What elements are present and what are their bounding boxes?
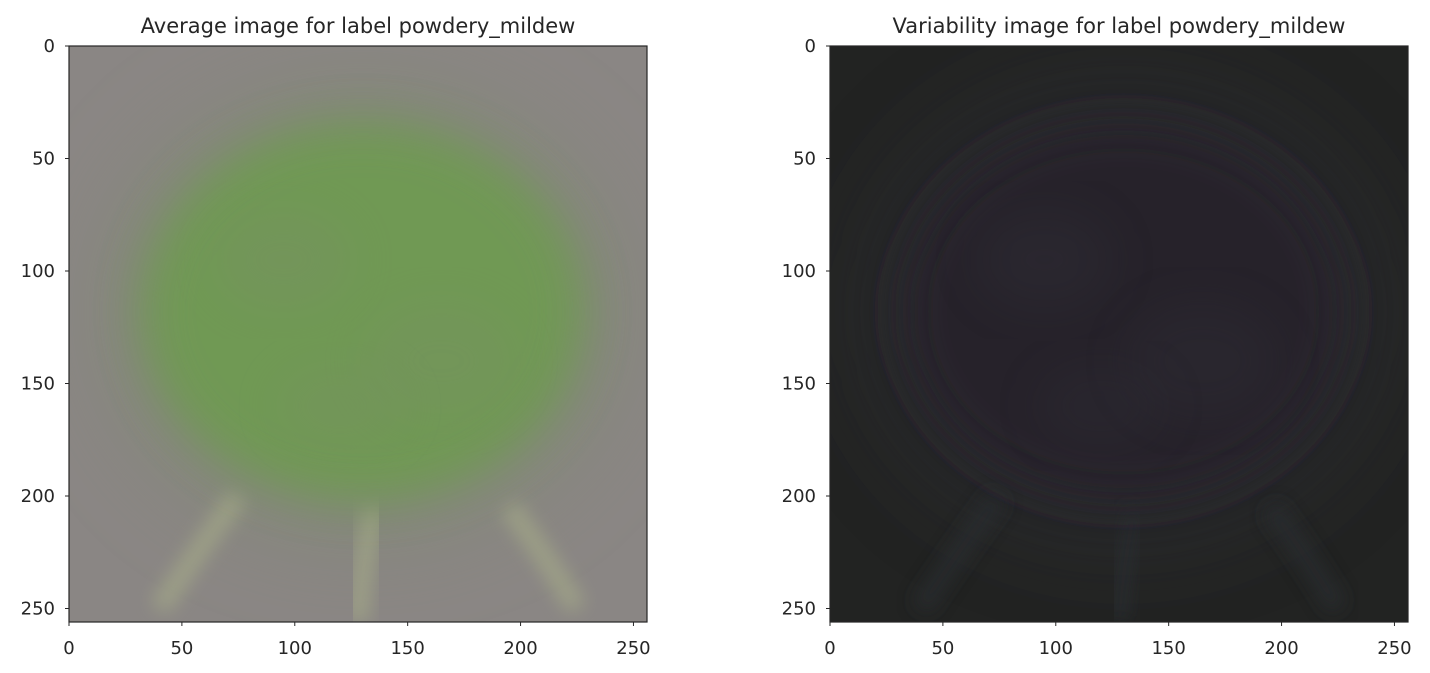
y-tick-label: 0 <box>44 36 55 57</box>
image-leaf-texture <box>1037 365 1165 447</box>
x-tick-label: 200 <box>503 638 537 659</box>
y-tick-label: 150 <box>782 374 816 395</box>
image-leaf-texture <box>276 365 404 447</box>
x-tick-label: 200 <box>1264 638 1298 659</box>
image-stem-right <box>1262 501 1347 614</box>
y-tick-label: 150 <box>21 374 55 395</box>
y-tick-label: 200 <box>21 486 55 507</box>
average-image-title: Average image for label powdery_mildew <box>141 14 576 39</box>
average-image-axes: 0 50 100 150 200 250 0 50 100 150 200 250 <box>21 36 651 659</box>
x-tick-label: 250 <box>616 638 650 659</box>
x-tick-label: 0 <box>63 638 74 659</box>
variability-image-panel: Variability image for label powdery_mild… <box>782 14 1412 659</box>
y-tick-label: 100 <box>21 261 55 282</box>
x-tick-label: 50 <box>170 638 193 659</box>
variability-image-title: Variability image for label powdery_mild… <box>893 14 1346 39</box>
image-stem-center <box>1108 505 1145 622</box>
y-tick-label: 50 <box>793 149 816 170</box>
x-tick-label: 150 <box>390 638 424 659</box>
y-tick-label: 100 <box>782 261 816 282</box>
y-tick-label: 250 <box>21 599 55 620</box>
x-tick-label: 100 <box>1039 638 1073 659</box>
image-leaf-texture <box>1125 302 1280 420</box>
image-leaf-texture <box>364 302 519 420</box>
x-tick-label: 0 <box>824 638 835 659</box>
average-image-panel: Average image for label powdery_mildew 0… <box>21 14 651 659</box>
x-tick-label: 150 <box>1151 638 1185 659</box>
y-tick-label: 0 <box>805 36 816 57</box>
variability-image-frame <box>829 45 1409 623</box>
average-image-frame <box>68 45 648 623</box>
y-tick-label: 50 <box>32 149 55 170</box>
image-stem-center <box>347 505 384 622</box>
y-tick-label: 200 <box>782 486 816 507</box>
image-stem-right <box>501 501 586 614</box>
x-tick-label: 50 <box>931 638 954 659</box>
variability-image-plot <box>830 46 1408 622</box>
x-tick-label: 100 <box>278 638 312 659</box>
image-stem-left <box>150 489 247 615</box>
image-leaf-texture <box>215 210 352 310</box>
image-stem-left <box>911 489 1008 615</box>
image-leaf-texture <box>976 210 1113 310</box>
x-tick-label: 250 <box>1377 638 1411 659</box>
variability-image-axes: 0 50 100 150 200 250 0 50 100 150 200 250 <box>782 36 1412 659</box>
average-image-plot <box>69 46 647 622</box>
y-tick-label: 250 <box>782 599 816 620</box>
